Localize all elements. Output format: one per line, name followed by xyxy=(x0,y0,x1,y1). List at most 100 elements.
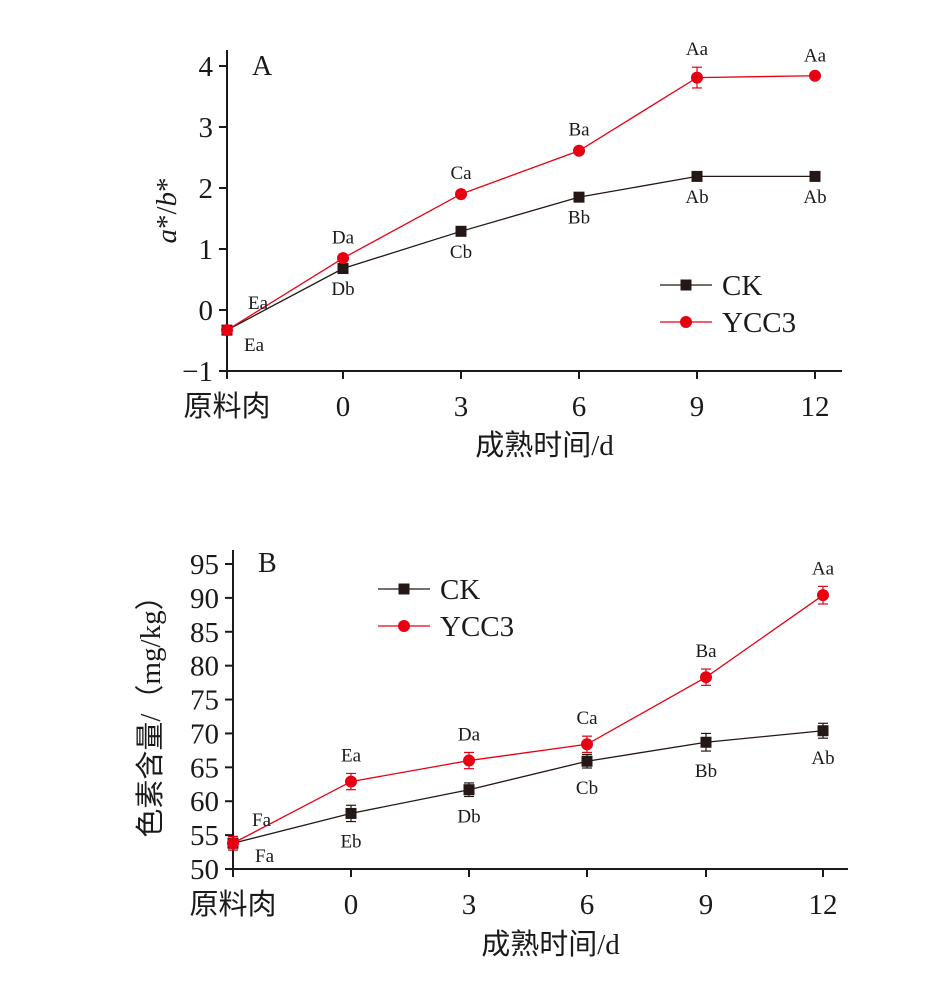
x-axis-label: 成熟时间/d xyxy=(481,928,620,961)
y-axis-label: a*/b* xyxy=(151,177,183,243)
x-tick-label: 6 xyxy=(580,889,595,921)
data-label: Ea xyxy=(248,293,269,314)
legend-marker xyxy=(680,279,692,291)
series-line xyxy=(232,730,824,844)
data-point xyxy=(227,837,239,850)
y-tick-label: 95 xyxy=(190,549,219,581)
x-tick-label: 9 xyxy=(690,391,705,423)
series-line xyxy=(226,75,816,331)
x-tick-label: 9 xyxy=(699,889,714,921)
x-tick-label: 3 xyxy=(462,889,477,921)
data-point xyxy=(817,589,829,602)
data-point xyxy=(573,144,585,157)
data-label: Ea xyxy=(244,335,265,356)
y-axis-label-part: */ xyxy=(151,206,183,230)
y-tick-label: 4 xyxy=(199,51,214,83)
x-tick-label: 12 xyxy=(809,889,838,921)
data-label: Ba xyxy=(695,641,717,662)
legend-marker xyxy=(680,316,692,328)
data-point xyxy=(345,807,357,819)
data-point xyxy=(817,725,829,737)
data-point xyxy=(581,738,593,751)
y-tick-label: 1 xyxy=(199,234,214,266)
y-tick-label: 55 xyxy=(190,820,219,852)
y-tick-label: 75 xyxy=(190,685,219,717)
data-label: Ab xyxy=(685,187,708,208)
data-point xyxy=(809,170,821,182)
data-point xyxy=(691,170,703,182)
y-tick-label: 2 xyxy=(199,173,214,205)
data-point xyxy=(221,324,233,337)
legend: CK YCC3 xyxy=(660,270,796,339)
data-label: Ab xyxy=(811,748,834,769)
data-label: Eb xyxy=(340,832,361,853)
data-label: Ea xyxy=(341,745,362,766)
data-point xyxy=(463,784,475,796)
data-point xyxy=(700,671,712,684)
x-tick-label: 12 xyxy=(801,391,830,423)
data-label: Ab xyxy=(803,187,826,208)
data-point xyxy=(455,188,467,201)
data-label: Ba xyxy=(568,120,590,141)
y-tick-label: 60 xyxy=(190,786,219,818)
legend-label: YCC3 xyxy=(440,611,514,643)
legend-marker xyxy=(398,583,410,595)
data-label: Ca xyxy=(576,708,598,729)
y-axis-label-part: a xyxy=(151,229,183,244)
data-label: Aa xyxy=(686,39,709,60)
data-label: Da xyxy=(332,228,355,249)
x-tick-label: 0 xyxy=(344,889,359,921)
data-point xyxy=(345,775,357,788)
panel-label: A xyxy=(252,51,273,82)
y-tick-label: 70 xyxy=(190,718,219,750)
y-axis-label: 色素含量/（mg/kg） xyxy=(134,581,167,837)
x-tick-label: 6 xyxy=(572,391,587,423)
data-label: Cb xyxy=(576,778,598,799)
legend-label: YCC3 xyxy=(722,307,796,339)
data-point xyxy=(463,754,475,767)
series-ck: Ea Db Cb Bb Ab Ab xyxy=(221,170,827,356)
data-label: Aa xyxy=(812,558,835,579)
y-tick-label: 50 xyxy=(190,854,219,886)
data-label: Ca xyxy=(450,163,472,184)
legend-label: CK xyxy=(722,270,762,302)
series-line xyxy=(226,175,815,331)
series-ycc3: Fa Ea Da Ca Ba Aa xyxy=(227,558,835,851)
series-ycc3: Ea Da Ca Ba Aa Aa xyxy=(221,39,827,337)
x-axis-label: 成熟时间/d xyxy=(475,429,614,462)
data-point xyxy=(337,252,349,265)
y-tick-label: 85 xyxy=(190,617,219,649)
data-label: Db xyxy=(331,279,354,300)
data-point xyxy=(581,755,593,767)
data-point xyxy=(573,191,585,203)
y-axis-label-part: b xyxy=(151,192,183,207)
y-tick-label: 65 xyxy=(190,752,219,784)
series-ck: Fa Eb Db Cb Bb Ab xyxy=(227,722,835,867)
data-label: Db xyxy=(457,806,480,827)
series-line xyxy=(232,594,824,844)
x-tick-label: 0 xyxy=(336,391,351,423)
legend: CK YCC3 xyxy=(378,574,514,643)
y-tick-label: −1 xyxy=(182,356,213,388)
panel-label: B xyxy=(258,548,277,579)
data-point xyxy=(337,263,349,275)
x-tick-label: 3 xyxy=(454,391,469,423)
legend-marker xyxy=(398,620,410,632)
data-label: Da xyxy=(458,724,481,745)
x-tick-label: 原料肉 xyxy=(189,888,276,921)
data-point xyxy=(809,69,821,82)
data-point xyxy=(691,71,703,84)
data-label: Aa xyxy=(804,45,827,66)
legend-label: CK xyxy=(440,574,480,606)
y-tick-label: 80 xyxy=(190,651,219,683)
y-tick-label: 0 xyxy=(199,295,214,327)
data-label: Fa xyxy=(255,846,275,867)
x-tick-label: 原料肉 xyxy=(183,390,270,423)
data-point xyxy=(455,225,467,237)
y-tick-label: 90 xyxy=(190,583,219,615)
data-point xyxy=(700,736,712,748)
data-label: Cb xyxy=(450,242,472,263)
data-label: Fa xyxy=(252,810,272,831)
